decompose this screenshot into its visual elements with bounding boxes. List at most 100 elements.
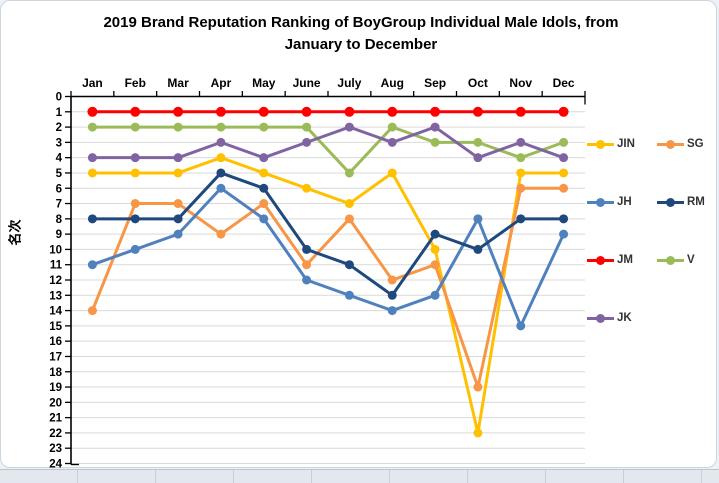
legend-marker-SG [657, 139, 684, 149]
series-JIN[interactable] [87, 153, 569, 438]
legend-dot-JK [596, 313, 605, 323]
marker-RM-Feb [130, 214, 140, 224]
marker-RM-Mar [173, 214, 183, 224]
marker-JK-Mar [173, 153, 183, 163]
marker-SG-Oct [473, 382, 483, 392]
legend-label-V: V [687, 254, 695, 266]
x-category-label: Feb [125, 76, 146, 90]
legend-marker-V [657, 255, 684, 265]
legend-label-JIN: JIN [617, 138, 635, 150]
y-tick-label: 24 [49, 459, 62, 470]
marker-JM-Apr [215, 106, 226, 117]
y-tick-label: 7 [56, 199, 62, 211]
x-category-label: Mar [167, 76, 189, 90]
marker-V-Oct [473, 137, 483, 147]
legend-label-RM: RM [687, 196, 705, 208]
marker-JM-Jan [87, 106, 98, 117]
marker-JM-Feb [130, 106, 141, 117]
chart-title: 2019 Brand Reputation Ranking of BoyGrou… [31, 12, 691, 56]
marker-V-June [302, 122, 312, 132]
x-category-label: Nov [509, 76, 532, 90]
y-tick-label: 20 [49, 397, 62, 409]
legend-label-JH: JH [617, 196, 632, 208]
y-tick-label: 16 [49, 336, 62, 348]
y-tick-label: 15 [49, 321, 62, 333]
y-tick-label: 21 [49, 413, 62, 425]
marker-SG-Dec [559, 183, 569, 193]
marker-RM-Nov [516, 214, 526, 224]
marker-RM-Dec [559, 214, 569, 224]
legend-dot-V [666, 255, 675, 265]
marker-JIN-Oct [473, 428, 483, 438]
y-tick-label: 18 [49, 367, 62, 379]
marker-RM-Sep [430, 229, 440, 239]
y-tick-label: 2 [56, 122, 62, 134]
legend-item-JIN[interactable]: JIN [587, 138, 657, 150]
y-tick-label: 19 [49, 382, 62, 394]
marker-JH-Sep [430, 290, 440, 300]
legend-item-JK[interactable]: JK [587, 312, 657, 324]
marker-JIN-Nov [516, 168, 526, 178]
legend-dot-SG [666, 139, 675, 149]
series-line-V [90, 125, 566, 175]
series-SG[interactable] [87, 183, 569, 392]
legend-item-SG[interactable]: SG [657, 138, 719, 150]
y-tick-label: 9 [56, 229, 62, 241]
legend-marker-JH [587, 197, 614, 207]
legend-item-JH[interactable]: JH [587, 196, 657, 208]
legend-label-JK: JK [617, 312, 632, 324]
marker-JH-Apr [216, 183, 226, 193]
legend-item-JM[interactable]: JM [587, 254, 657, 266]
legend-marker-JM [587, 255, 614, 265]
marker-JIN-Mar [173, 168, 183, 178]
marker-V-Feb [130, 122, 140, 132]
series-JH[interactable] [87, 183, 569, 331]
legend-marker-RM [657, 197, 684, 207]
marker-SG-May [259, 199, 269, 209]
legend-dot-JM [596, 255, 605, 265]
marker-JIN-Apr [216, 153, 226, 163]
x-category-label: Oct [468, 76, 488, 90]
series-RM[interactable] [87, 168, 569, 300]
marker-JH-July [344, 290, 354, 300]
marker-SG-June [302, 260, 312, 270]
series-JM[interactable] [87, 106, 569, 117]
marker-JK-Oct [473, 153, 483, 163]
marker-JK-June [302, 137, 312, 147]
x-category-label: Jan [82, 76, 103, 90]
legend-item-RM[interactable]: RM [657, 196, 719, 208]
plot-area[interactable]: 0123456789101112131415161718192021222324… [1, 1, 718, 469]
marker-JK-Nov [516, 137, 526, 147]
marker-JM-Aug [387, 106, 398, 117]
marker-JK-Feb [130, 153, 140, 163]
x-category-label: July [337, 76, 361, 90]
marker-SG-Jan [87, 306, 97, 316]
y-tick-label: 13 [49, 290, 62, 302]
marker-JH-Aug [387, 306, 397, 316]
marker-JIN-Jan [87, 168, 97, 178]
marker-RM-Aug [387, 290, 397, 300]
y-tick-label: 10 [49, 244, 62, 256]
marker-JM-July [344, 106, 355, 117]
x-category-label: May [252, 76, 276, 90]
marker-JK-Dec [559, 153, 569, 163]
series-JK[interactable] [87, 122, 569, 163]
legend-label-JM: JM [617, 254, 633, 266]
legend-item-V[interactable]: V [657, 254, 719, 266]
chart-title-line1: 2019 Brand Reputation Ranking of BoyGrou… [103, 14, 619, 31]
marker-JM-Nov [515, 106, 526, 117]
legend-marker-JIN [587, 139, 614, 149]
marker-V-Aug [387, 122, 397, 132]
marker-JIN-July [344, 199, 354, 209]
marker-SG-Apr [216, 229, 226, 239]
marker-JIN-Sep [430, 244, 440, 254]
marker-SG-Sep [430, 260, 440, 270]
chart-title-line2: January to December [284, 36, 438, 53]
series-V[interactable] [87, 122, 569, 178]
marker-JH-Mar [173, 229, 183, 239]
y-tick-label: 8 [56, 214, 63, 226]
series-line-RM [90, 171, 566, 297]
legend-label-SG: SG [687, 138, 704, 150]
chart-object[interactable]: 2019 Brand Reputation Ranking of BoyGrou… [0, 0, 719, 469]
y-tick-label: 0 [56, 92, 62, 104]
